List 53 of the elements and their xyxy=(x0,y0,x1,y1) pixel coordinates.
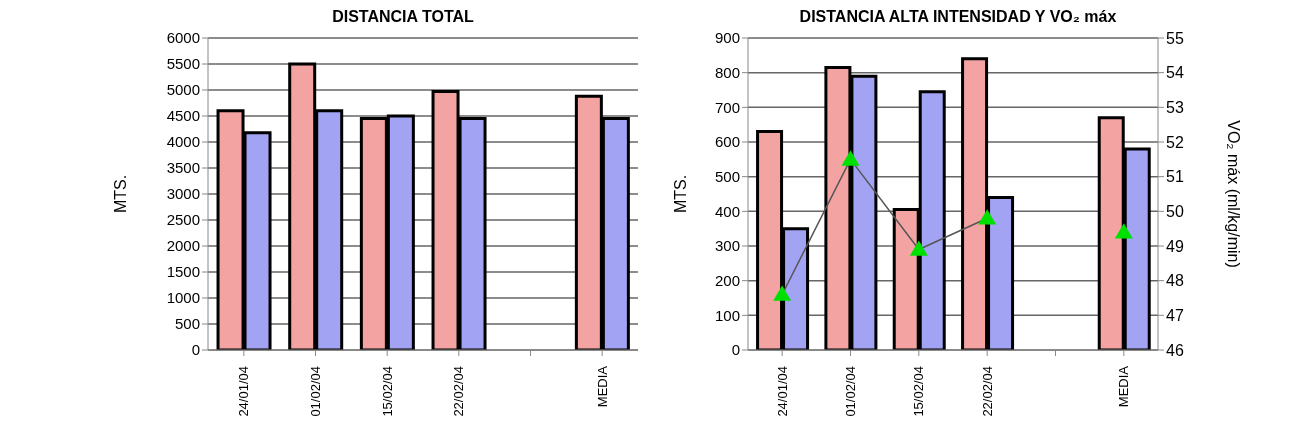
chart-title: DISTANCIA ALTA INTENSIDAD Y VO₂ máx xyxy=(798,8,1118,27)
y2-tick-label: 46 xyxy=(1166,341,1184,359)
y-tick-label: 3000 xyxy=(166,185,200,203)
y-tick-label: 100 xyxy=(714,306,740,324)
x-tick-label: MEDIA xyxy=(1116,365,1132,408)
point xyxy=(978,209,997,225)
y-tick-label: 800 xyxy=(714,63,740,81)
y2-tick-label: 50 xyxy=(1166,203,1184,221)
y-tick-label: 600 xyxy=(714,133,740,151)
y-tick-label: 5500 xyxy=(166,55,200,73)
y-tick-label: 500 xyxy=(714,167,740,185)
x-tick-label: 24/01/04 xyxy=(236,366,252,417)
y-tick-label: 0 xyxy=(731,341,740,359)
x-tick-label: MEDIA xyxy=(594,365,610,408)
chart-title: DISTANCIA TOTAL xyxy=(331,8,475,27)
y-tick-label: 3500 xyxy=(166,159,200,177)
y-tick-label: 2000 xyxy=(166,237,200,255)
x-tick-label: 01/02/04 xyxy=(843,366,858,417)
y-tick-label: 0 xyxy=(191,341,200,359)
y-tick-label: 500 xyxy=(174,315,200,333)
y-tick-label: 4500 xyxy=(166,107,200,125)
y-axis-title: MTS. xyxy=(111,174,129,214)
x-tick-label: 01/02/04 xyxy=(308,366,323,417)
y-tick-label: 400 xyxy=(714,202,740,220)
x-tick-label: 24/01/04 xyxy=(774,366,790,417)
y-tick-label: 2500 xyxy=(166,211,200,229)
y2-axis-title: VO₂ máx (ml/kg/min) xyxy=(1225,120,1243,268)
x-tick-label: 22/02/04 xyxy=(451,366,467,417)
y2-tick-label: 55 xyxy=(1166,29,1184,47)
y2-tick-label: 49 xyxy=(1166,237,1184,255)
y-tick-label: 900 xyxy=(714,29,740,47)
y-tick-label: 300 xyxy=(714,237,740,255)
x-tick-label: 15/02/04 xyxy=(911,366,927,417)
y-tick-label: 6000 xyxy=(166,29,200,47)
point xyxy=(841,150,860,166)
y-tick-label: 4000 xyxy=(166,133,200,151)
y2-tick-label: 51 xyxy=(1166,168,1184,186)
y-tick-label: 700 xyxy=(714,98,740,116)
x-tick-label: 22/02/04 xyxy=(979,366,995,417)
y2-tick-label: 53 xyxy=(1166,99,1184,117)
y-tick-label: 1500 xyxy=(166,263,200,281)
y2-tick-label: 48 xyxy=(1166,272,1184,290)
y-tick-label: 1000 xyxy=(166,289,200,307)
y-tick-label: 200 xyxy=(714,271,740,289)
point xyxy=(773,285,792,301)
point xyxy=(1114,223,1133,239)
x-tick-label: 15/02/04 xyxy=(379,366,395,417)
point xyxy=(909,240,928,256)
y2-tick-label: 54 xyxy=(1166,64,1184,82)
y-tick-label: 5000 xyxy=(166,81,200,99)
y2-tick-label: 47 xyxy=(1166,307,1184,325)
y2-tick-label: 52 xyxy=(1166,133,1184,151)
y-axis-title: MTS. xyxy=(671,174,689,214)
